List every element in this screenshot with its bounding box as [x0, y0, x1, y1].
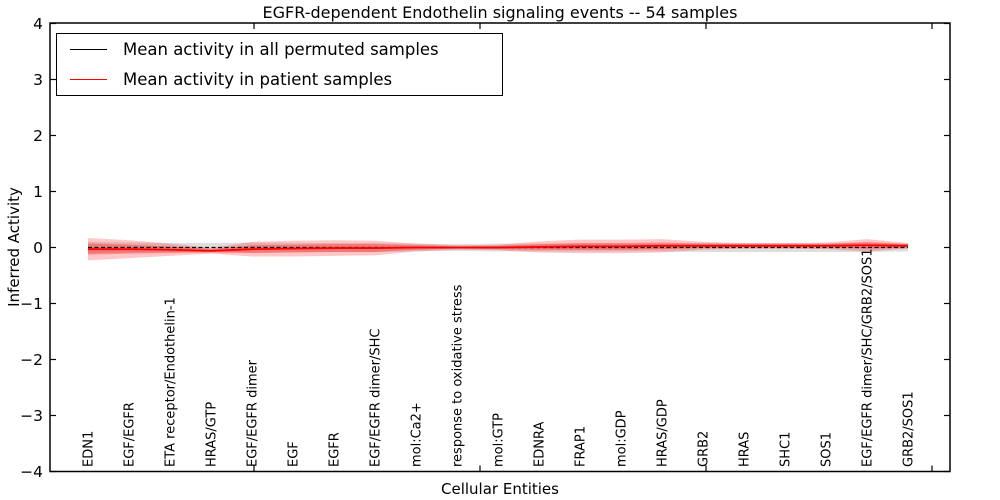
series-line-1: [88, 244, 909, 252]
legend-item-patient: Mean activity in patient samples: [57, 66, 502, 93]
x-category-label: HRAS/GTP: [205, 402, 220, 467]
x-category-label: EGFR: [328, 432, 343, 467]
x-category-label: EDN1: [82, 431, 97, 467]
x-category-label: GRB2/SOS1: [902, 391, 917, 467]
x-category-label: ETA receptor/Endothelin-1: [164, 297, 179, 467]
x-category-label: EGF/EGFR dimer: [246, 359, 261, 467]
y-tick-label: 1: [33, 183, 43, 201]
x-category-label: HRAS: [738, 432, 753, 467]
x-category-label: SHC1: [779, 432, 794, 467]
y-tick-label: −1: [20, 295, 43, 313]
x-category-label: HRAS/GDP: [656, 399, 671, 467]
y-tick-label: 2: [33, 127, 43, 145]
x-category-label: response to oxidative stress: [451, 284, 466, 467]
x-axis-label: Cellular Entities: [441, 480, 559, 498]
y-tick-label: −4: [20, 463, 43, 481]
y-axis-label: Inferred Activity: [5, 187, 23, 307]
patient-std-band: [88, 237, 908, 261]
x-category-label: EGF/EGFR dimer/SHC/GRB2/SOS1: [861, 249, 876, 468]
y-tick-label: 3: [33, 71, 43, 89]
x-category-label: EGF/EGFR dimer/SHC: [369, 329, 384, 467]
y-tick-label: −2: [20, 351, 43, 369]
x-category-label: GRB2: [697, 431, 712, 467]
patient-line-swatch: [70, 78, 107, 80]
legend-box: Mean activity in all permuted samples Me…: [56, 33, 503, 96]
x-category-label: EGF/EGFR: [123, 402, 138, 467]
x-category-label: mol:Ca2+: [410, 402, 425, 467]
legend-item-permuted: Mean activity in all permuted samples: [57, 36, 502, 63]
x-category-label: mol:GDP: [615, 410, 630, 467]
x-category-label: FRAP1: [574, 426, 589, 467]
chart-title: EGFR-dependent Endothelin signaling even…: [262, 3, 738, 22]
legend-label-patient: Mean activity in patient samples: [123, 69, 393, 89]
legend-label-permuted: Mean activity in all permuted samples: [123, 40, 439, 60]
x-category-label: mol:GTP: [492, 413, 507, 467]
x-category-label: EGF: [287, 441, 302, 467]
y-tick-label: 0: [33, 239, 43, 257]
x-category-label: SOS1: [820, 432, 835, 467]
x-category-label: EDNRA: [533, 422, 548, 467]
permuted-line-swatch: [70, 49, 107, 51]
y-tick-label: −3: [20, 407, 43, 425]
y-tick-label: 4: [33, 15, 43, 33]
